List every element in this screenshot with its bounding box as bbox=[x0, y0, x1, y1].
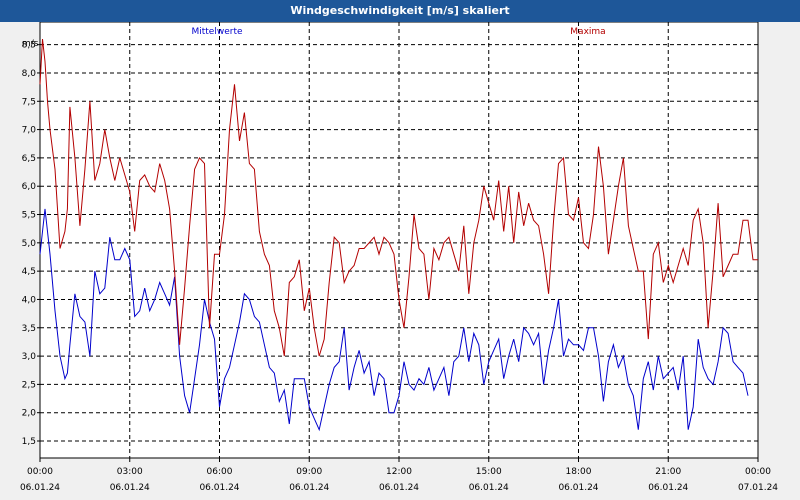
x-tick-time-label: 00:00 bbox=[27, 467, 53, 477]
chart-title: Windgeschwindigkeit [m/s] skaliert bbox=[0, 0, 800, 22]
x-tick-date-label: 06.01.24 bbox=[289, 483, 329, 493]
y-tick-label: 7,5 bbox=[22, 97, 36, 107]
x-tick-date-label: 07.01.24 bbox=[738, 483, 778, 493]
y-tick-label: 3,0 bbox=[22, 352, 37, 362]
y-tick-label: 6,5 bbox=[22, 154, 36, 164]
legend-mittelwerte: Mittelwerte bbox=[191, 27, 242, 37]
x-tick-time-label: 06:00 bbox=[207, 467, 233, 477]
y-axis-unit: m/s bbox=[22, 39, 39, 49]
legend-maxima: Maxima bbox=[570, 27, 605, 37]
y-tick-label: 5,0 bbox=[22, 239, 37, 249]
y-axis: 1,5 2,0 2,5 3,0 3,5 4,0 4,5 5,0 5,5 6,0 6,5 7,0 7,5 8… bbox=[22, 41, 40, 447]
x-tick-date-label: 06.01.24 bbox=[199, 483, 239, 493]
x-tick-time-label: 12:00 bbox=[386, 467, 412, 477]
x-tick-date-label: 06.01.24 bbox=[469, 483, 509, 493]
y-tick-label: 2,5 bbox=[22, 380, 36, 390]
y-tick-label: 4,0 bbox=[22, 295, 37, 305]
x-tick-date-label: 06.01.24 bbox=[648, 483, 688, 493]
x-tick-date-label: 06.01.24 bbox=[110, 483, 150, 493]
y-tick-label: 4,5 bbox=[22, 267, 36, 277]
x-tick-date-label: 06.01.24 bbox=[379, 483, 419, 493]
x-tick-time-label: 15:00 bbox=[476, 467, 502, 477]
data-series bbox=[39, 38, 758, 432]
chart: 1,5 2,0 2,5 3,0 3,5 4,0 4,5 5,0 5,5 6,0 6,5 7,0 7,5 8… bbox=[20, 22, 778, 493]
y-tick-label: 6,0 bbox=[22, 182, 37, 192]
x-tick-time-label: 00:00 bbox=[745, 467, 771, 477]
x-tick-time-label: 21:00 bbox=[655, 467, 681, 477]
series-line-mittelwerte bbox=[39, 208, 749, 432]
grid-lines bbox=[40, 22, 758, 458]
x-tick-time-label: 18:00 bbox=[566, 467, 592, 477]
y-tick-label: 8,5 bbox=[22, 41, 36, 51]
y-tick-label: 8,0 bbox=[22, 69, 37, 79]
y-tick-label: 1,5 bbox=[22, 437, 36, 447]
x-tick-date-label: 06.01.24 bbox=[558, 483, 598, 493]
y-tick-label: 3,5 bbox=[22, 324, 36, 334]
x-axis: 00:00 06.01.24 03:00 06.01.24 06:00 06.01.24 0… bbox=[20, 458, 778, 493]
series-line-maxima bbox=[39, 38, 758, 357]
y-tick-label: 5,5 bbox=[22, 211, 36, 221]
x-tick-date-label: 06.01.24 bbox=[20, 483, 60, 493]
y-tick-label: 2,0 bbox=[22, 409, 37, 419]
y-tick-label: 7,0 bbox=[22, 126, 37, 136]
x-tick-time-label: 09:00 bbox=[296, 467, 322, 477]
x-tick-time-label: 03:00 bbox=[117, 467, 143, 477]
